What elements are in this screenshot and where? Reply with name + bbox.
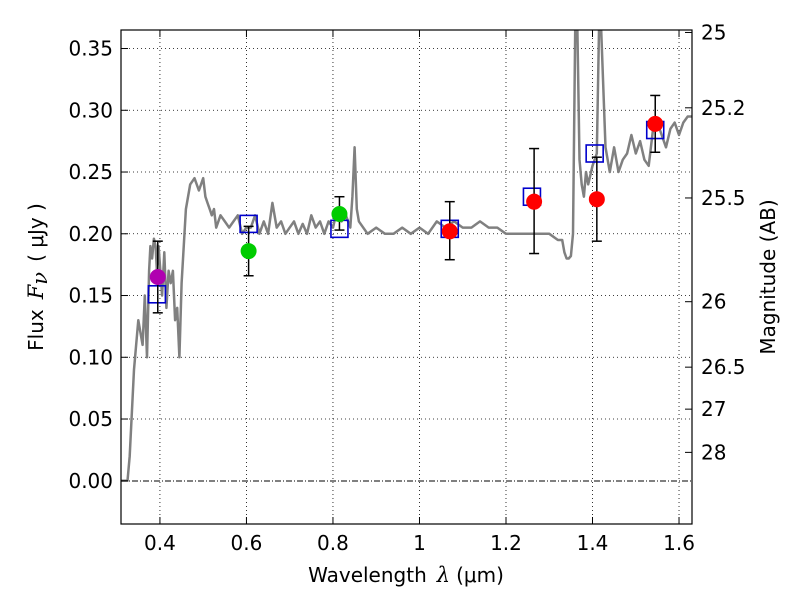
y-tick-label: 0.10 [68,345,113,369]
x-tick-label: 1.2 [490,531,522,555]
observed-point [240,243,257,260]
y-tick-label: 0.20 [68,222,113,246]
magnitude-tick-label: 26 [701,290,726,314]
model-fluxes-layer [147,120,665,304]
y-tick-label: 0.00 [68,469,113,493]
magnitude-tick-label: 25 [701,20,726,44]
magnitude-tick-label: 25.5 [701,186,746,210]
x-tick-label: 1.6 [663,531,695,555]
grid-layer [121,30,692,524]
model-flux-square [147,284,167,304]
plot-area [121,30,692,483]
y-axis-label-unit: ( μJy ) [24,203,48,262]
observed-point [441,223,458,240]
plot-frame [120,29,693,525]
observed-point [331,206,348,223]
x-axis-label-unit: (μm) [456,563,504,587]
y-tick-label: 0.25 [68,160,113,184]
magnitude-axis-ticks: 25 25.2 25.5 26 26.5 27 28 [685,20,746,464]
x-axis-label: Wavelength λ (μm) [308,563,504,587]
errorbar-layer [152,94,661,314]
magnitude-tick-label: 27 [701,397,726,421]
observed-point [149,269,166,285]
observed-point [588,191,605,208]
y-tick-label: 0.05 [68,407,113,431]
y-axis-label-symbol: F [24,283,48,300]
y-tick-label: 0.30 [68,98,113,122]
x-tick-label: 0.6 [231,531,263,555]
x-axis-label-symbol: λ [436,563,450,587]
x-axis-ticks: 0.4 0.6 0.8 1 1.2 1.4 1.6 [144,30,695,555]
x-tick-label: 1 [413,531,426,555]
magnitude-tick-label: 26.5 [701,355,746,379]
observed-point [526,193,543,210]
y-axis-label: Flux Fν ( μJy ) [24,203,52,351]
x-tick-label: 0.4 [144,531,176,555]
y-axis-label-prefix: Flux [24,309,48,351]
y-axis-ticks: 0.00 0.05 0.10 0.15 0.20 0.25 0.30 0.35 [68,37,128,493]
model-flux-square [585,144,604,163]
y-tick-label: 0.35 [68,37,113,61]
y-tick-label: 0.15 [68,284,113,308]
x-tick-label: 1.4 [577,531,609,555]
observed-points-layer [149,115,664,285]
magnitude-tick-label: 28 [701,440,726,464]
magnitude-axis-label: Magnitude (AB) [756,199,780,354]
observed-point [647,115,664,132]
magnitude-tick-label: 25.2 [701,96,746,120]
x-tick-label: 0.8 [317,531,349,555]
y-axis-label-subscript: ν [28,272,52,285]
model-sed-line [121,30,692,483]
x-axis-label-prefix: Wavelength [308,563,427,587]
